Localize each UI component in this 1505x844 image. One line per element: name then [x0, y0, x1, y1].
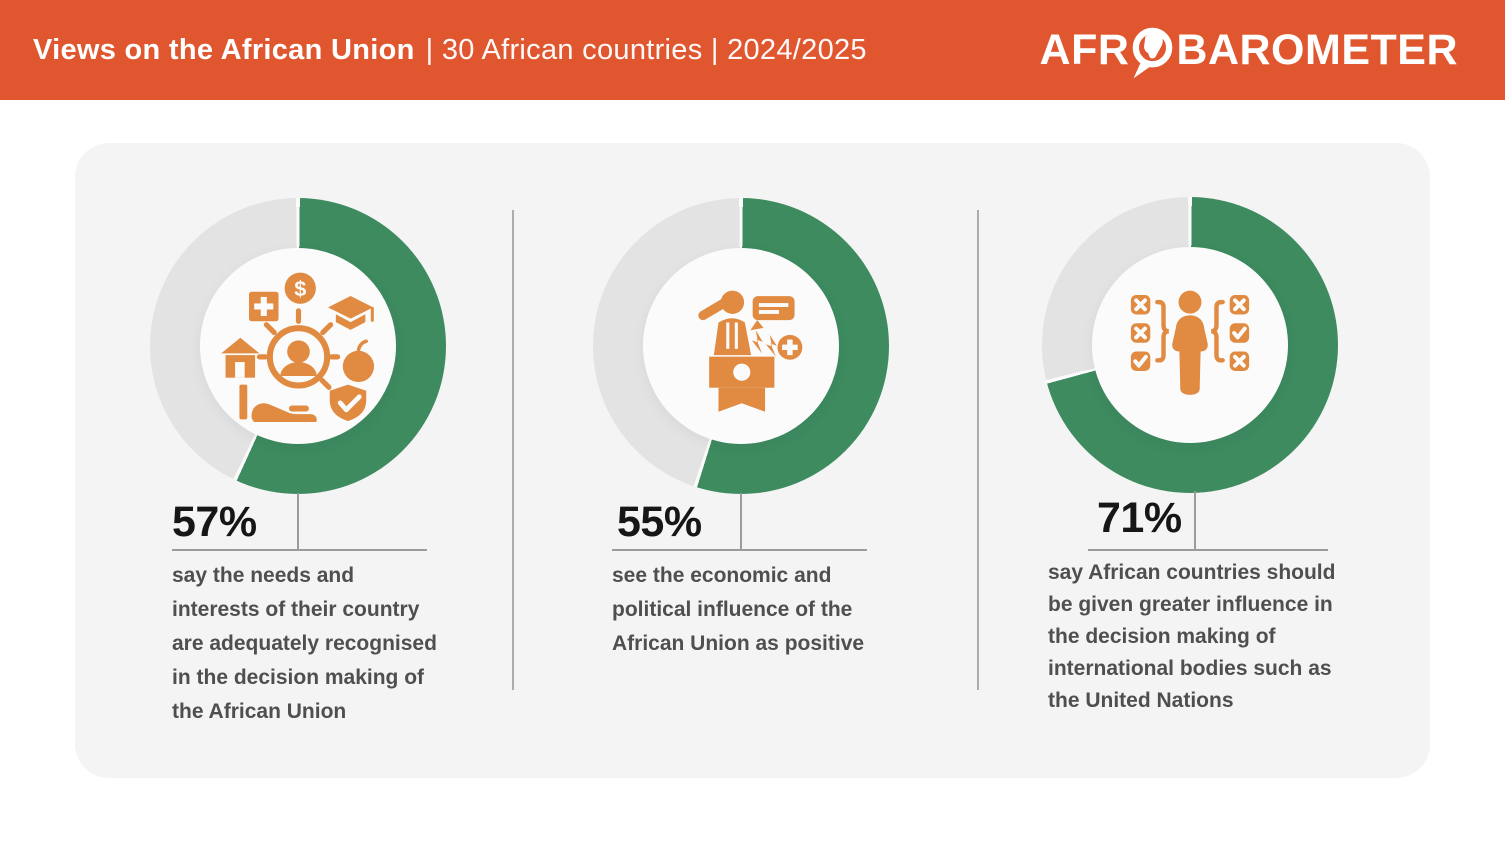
donut-hole	[643, 248, 839, 444]
afrobarometer-globe-icon	[1133, 27, 1173, 79]
person-choices-icon	[1130, 290, 1250, 395]
stat-rule-line	[612, 549, 867, 551]
donut-chart-3	[1042, 197, 1338, 493]
donut-chart-2	[593, 198, 889, 494]
stat-description-3: say African countries should be given gr…	[1048, 561, 1336, 712]
svg-text:$: $	[294, 276, 306, 301]
stat-value-2: 55%	[617, 498, 702, 546]
stat-rule-line	[1088, 549, 1328, 551]
donut-hole	[1092, 247, 1288, 443]
afrobarometer-logo: AFR BAROMETER	[1040, 18, 1458, 82]
logo-text-suffix: BAROMETER	[1176, 25, 1458, 74]
speaker-podium-icon	[698, 290, 803, 412]
stat-value-1: 57%	[172, 498, 257, 546]
stat-rule-line	[172, 549, 427, 551]
column-divider	[512, 210, 514, 690]
stat-description-2: see the economic and political influence…	[612, 564, 865, 655]
header-bar: Views on the African Union | 30 African c…	[0, 0, 1505, 100]
page-title-subtitle: | 30 African countries | 2024/2025	[425, 33, 867, 66]
donut-hole: $	[200, 248, 396, 444]
stat-description-1: say the needs and interests of their cou…	[172, 564, 437, 723]
stat-value-3: 71%	[1097, 494, 1182, 542]
column-divider	[977, 210, 979, 690]
stat-tick-line	[740, 493, 742, 549]
donut-chart-1: $	[150, 198, 446, 494]
logo-text-prefix: AFR	[1039, 25, 1130, 74]
content-card: $	[75, 143, 1430, 778]
page-title-bold: Views on the African Union	[33, 33, 415, 66]
stat-tick-line	[1194, 491, 1196, 549]
page-title: Views on the African Union | 30 African c…	[33, 34, 867, 67]
stat-tick-line	[297, 493, 299, 549]
social-services-network-icon: $	[220, 272, 374, 422]
